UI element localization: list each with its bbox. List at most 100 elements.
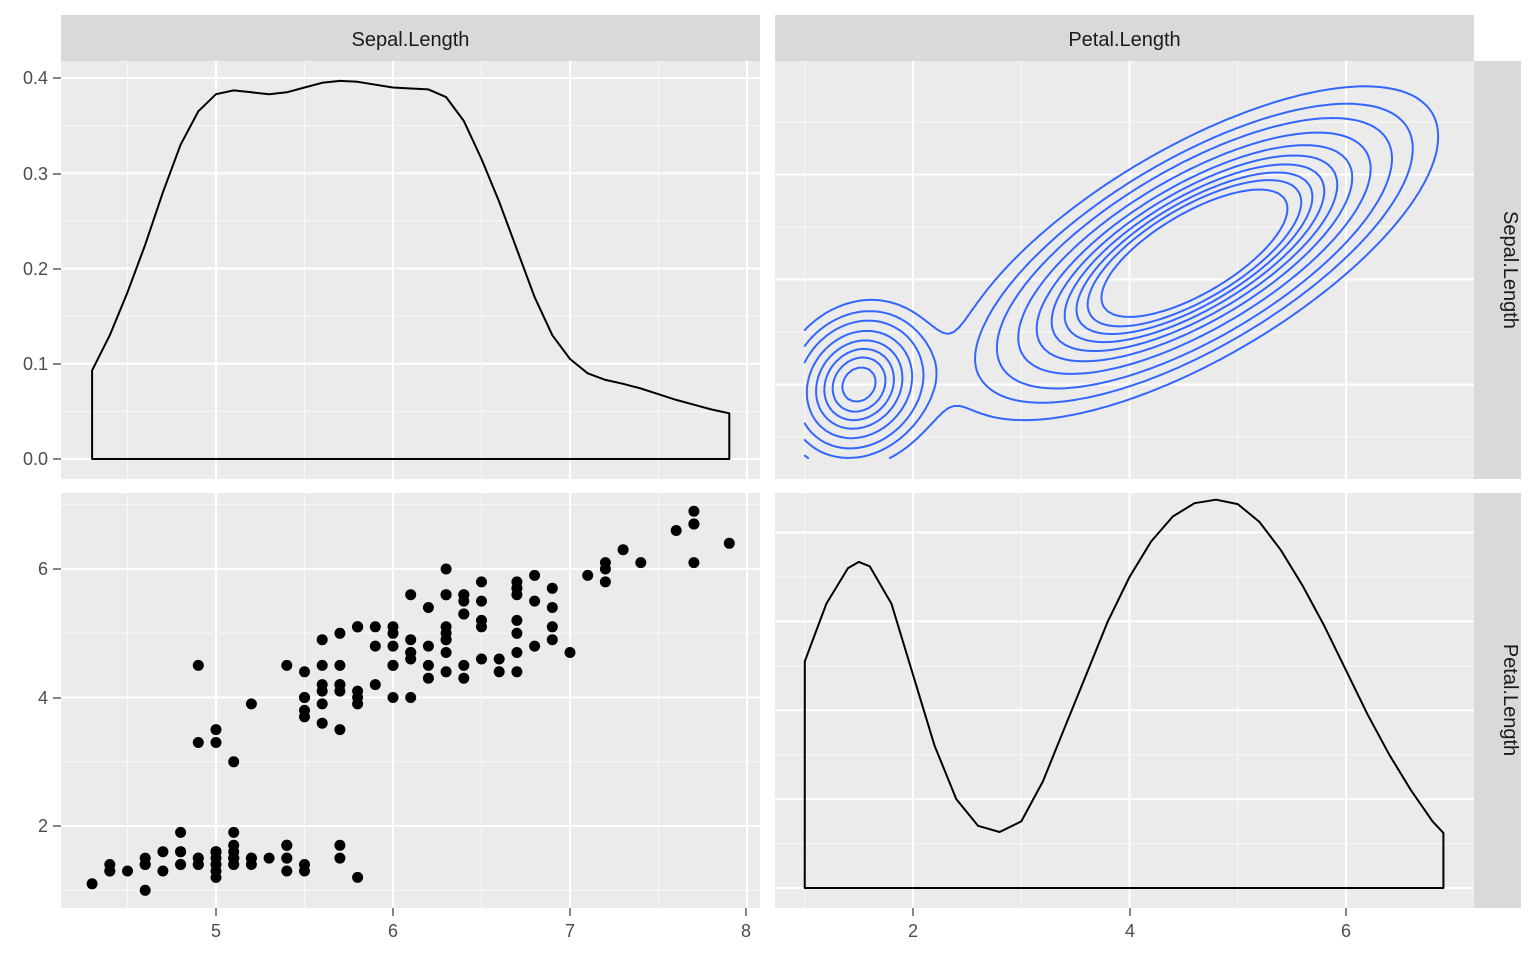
- scatter-point: [334, 852, 346, 864]
- top-strip-sepal-length-label: Sepal.Length: [352, 29, 470, 51]
- scatter-point: [405, 589, 417, 601]
- panel-background: [61, 61, 760, 479]
- panel-petal-sepal-contour: [775, 61, 1474, 479]
- scatter-point: [599, 576, 611, 588]
- scatter-point: [476, 576, 487, 588]
- x-tick-label: 7: [565, 921, 575, 941]
- panel-sepal-petal-scatter: [61, 493, 760, 908]
- panel-background: [775, 493, 1474, 908]
- scatter-point: [334, 839, 346, 851]
- scatter-point: [299, 711, 310, 723]
- scatter-point: [104, 865, 116, 877]
- panel-petal-density: [775, 493, 1474, 908]
- contour-line: [803, 85, 1440, 459]
- scatter-point: [245, 698, 257, 710]
- scatter-point: [86, 878, 98, 890]
- scatter-point: [192, 659, 204, 671]
- contour-line: [803, 102, 1414, 459]
- scatter-point: [369, 640, 381, 652]
- scatter-point: [688, 518, 700, 530]
- right-strip-petal-length: Petal.Length: [1474, 493, 1521, 908]
- right-strip-sepal-length-label: Sepal.Length: [1499, 211, 1521, 329]
- x-tick-label: 4: [1125, 921, 1135, 941]
- density-curve: [91, 79, 731, 460]
- scatter-point: [316, 698, 328, 710]
- scatter-point: [546, 634, 558, 646]
- scatter-point: [422, 659, 434, 671]
- scatter-point: [157, 865, 169, 877]
- scatter-point: [458, 595, 470, 607]
- scatter-point: [405, 692, 417, 703]
- scatter-point: [458, 659, 470, 671]
- scatter-point: [299, 865, 310, 877]
- scatter-point: [228, 756, 240, 768]
- contour-line: [841, 171, 1314, 403]
- scatter-point: [422, 672, 434, 684]
- x-tick-label: 8: [741, 921, 751, 941]
- x-tick-label: 6: [388, 921, 398, 941]
- y-tick-label: 4: [38, 688, 48, 708]
- scatter-point: [670, 525, 682, 536]
- scatter-point: [281, 865, 293, 877]
- scatter-point: [192, 859, 204, 870]
- scatter-point: [688, 557, 700, 569]
- scatter-point: [352, 871, 364, 883]
- scatter-point: [529, 595, 541, 607]
- scatter-point: [210, 737, 222, 748]
- top-strip-petal-length: Petal.Length: [775, 15, 1474, 61]
- scatter-point: [440, 589, 452, 601]
- scatter-point: [440, 647, 452, 658]
- scatter-point: [511, 627, 523, 639]
- scatter-point: [476, 653, 487, 665]
- y-tick-label: 0.2: [23, 259, 48, 279]
- x-axis-sepal-length: 5 6 7 8: [211, 908, 751, 941]
- y-axis-petal-length: 2 4 6: [38, 559, 61, 836]
- contour-line: [1086, 179, 1303, 328]
- y-axis-density: 0.0 0.1 0.2 0.3 0.4: [23, 68, 61, 469]
- scatter-point: [210, 846, 222, 858]
- y-tick-label: 0.4: [23, 68, 48, 88]
- scatter-point: [334, 627, 346, 639]
- scatter-point: [405, 634, 417, 646]
- contour-line: [805, 131, 1372, 440]
- scatter-point: [157, 846, 169, 858]
- scatter-point: [582, 569, 594, 581]
- scatter-point: [175, 846, 187, 858]
- scatter-point: [228, 826, 240, 838]
- scatter-point: [511, 647, 523, 658]
- contour-line: [823, 154, 1339, 422]
- right-strip-sepal-length: Sepal.Length: [1474, 61, 1521, 479]
- scatter-point: [564, 647, 576, 658]
- y-tick-label: 0.1: [23, 354, 48, 374]
- scatter-point: [387, 640, 399, 652]
- grid: [775, 61, 1474, 479]
- scatter-point: [281, 839, 293, 851]
- scatter-point: [334, 685, 346, 697]
- panels-layer: [61, 61, 1474, 908]
- contour-line: [803, 117, 1393, 450]
- right-strip-petal-length-label: Petal.Length: [1499, 644, 1521, 756]
- top-strip-sepal-length: Sepal.Length: [61, 15, 760, 61]
- scatter-point: [139, 859, 151, 870]
- scatter-point: [617, 544, 629, 556]
- scatter-point: [316, 659, 328, 671]
- scatter-point: [175, 859, 187, 870]
- scatter-point: [369, 621, 381, 633]
- scatter-point: [369, 679, 381, 691]
- scatter-point: [210, 859, 222, 870]
- scatter-point: [387, 692, 399, 703]
- scatter-point: [511, 666, 523, 678]
- panel-sepal-density: [61, 61, 760, 479]
- scatter-point: [334, 659, 346, 671]
- scatter-point: [210, 724, 222, 736]
- scatter-point: [263, 852, 275, 864]
- contour-line: [1100, 188, 1289, 318]
- scatter-point: [245, 852, 257, 864]
- scatter-point: [299, 666, 310, 678]
- density-curve: [803, 498, 1445, 889]
- scatter-point: [281, 852, 293, 864]
- scatter-point: [546, 602, 558, 613]
- contour-lines: [803, 85, 1440, 459]
- scatter-point: [139, 884, 151, 896]
